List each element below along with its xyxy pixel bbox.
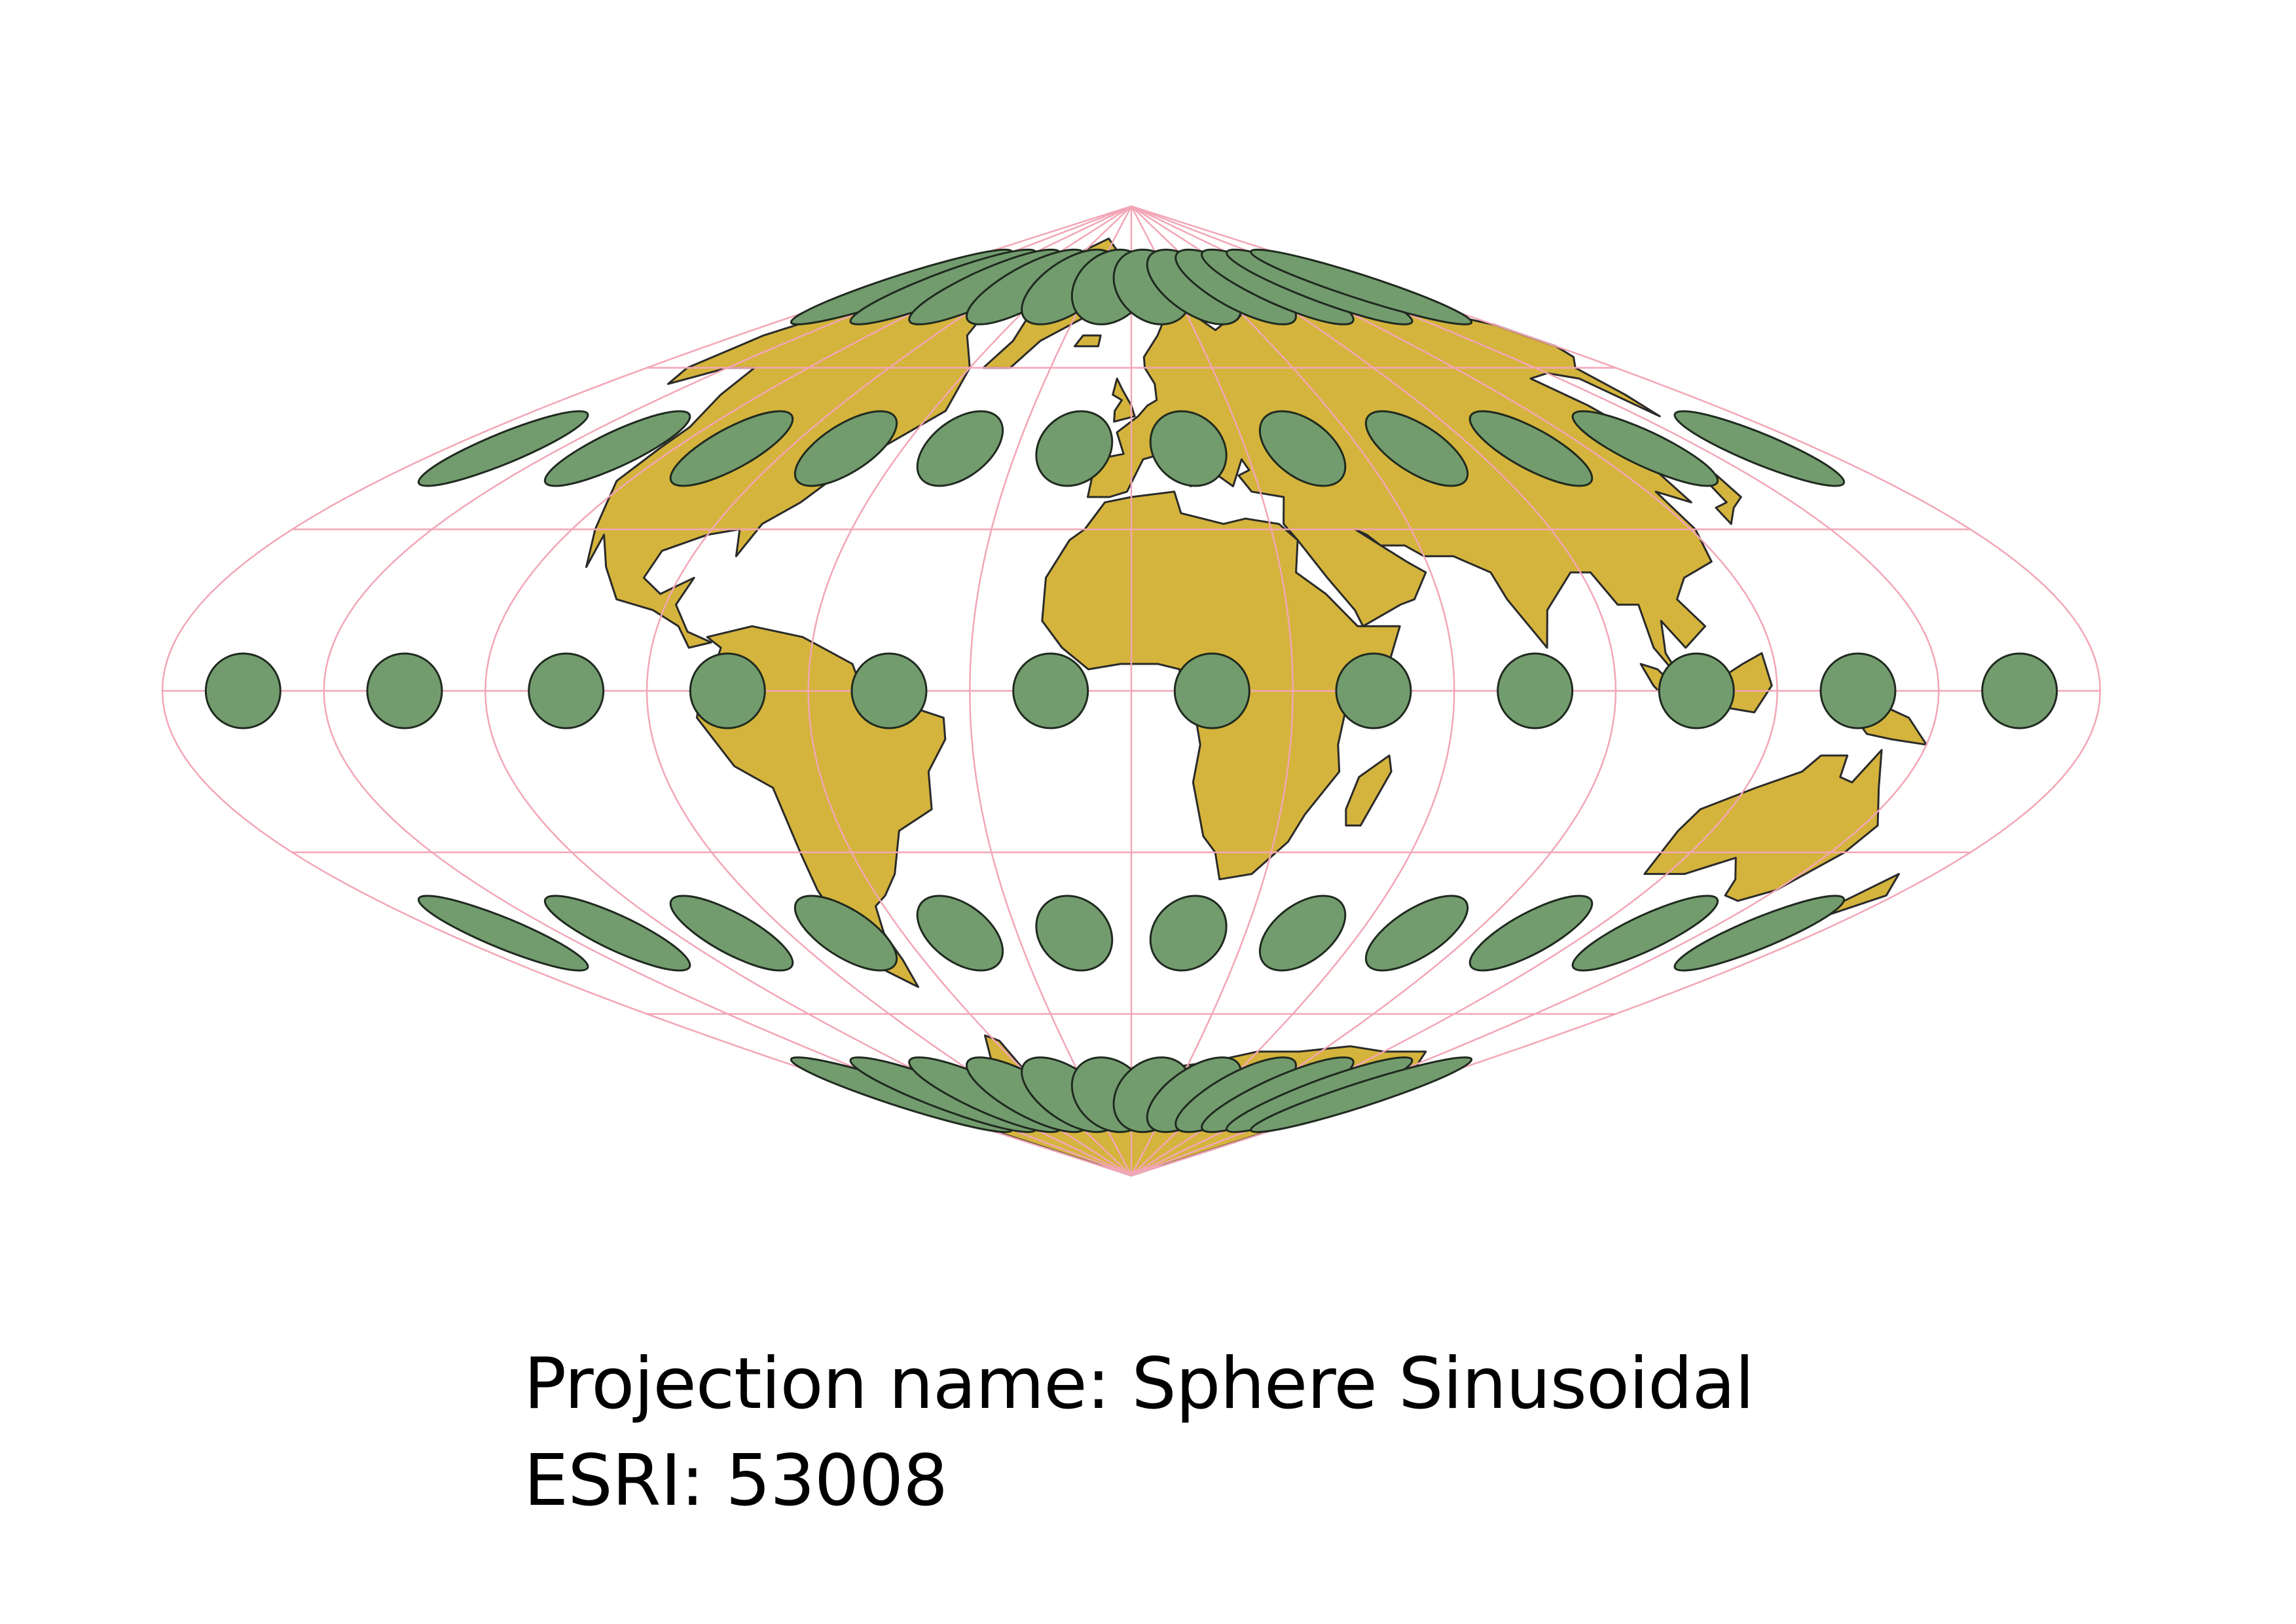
tissot-ellipse bbox=[1345, 411, 1489, 486]
tissot-ellipse bbox=[1982, 654, 2057, 728]
graticule-meridian bbox=[1131, 205, 1617, 1177]
tissot-ellipse bbox=[1220, 1058, 1503, 1132]
projection-name-label: Projection name: Sphere Sinusoidal bbox=[524, 1343, 1755, 1425]
tissot-ellipse bbox=[1245, 411, 1360, 486]
graticule-meridian bbox=[484, 205, 1132, 1177]
tissot-ellipse bbox=[1446, 411, 1617, 486]
tissot-ellipse bbox=[852, 654, 926, 728]
landmass-great-britain bbox=[1112, 377, 1136, 423]
tissot-ellipse bbox=[518, 896, 717, 970]
tissot-ellipse bbox=[690, 654, 765, 728]
tissot-ellipse bbox=[1546, 411, 1745, 486]
graticule-meridian bbox=[161, 205, 1132, 1177]
graticule-meridian bbox=[323, 205, 1132, 1177]
tissot-ellipse bbox=[390, 896, 617, 970]
tissot-ellipse bbox=[1345, 896, 1489, 970]
tissot-ellipse bbox=[1013, 654, 1088, 728]
tissot-ellipse bbox=[367, 654, 442, 728]
graticule-meridian bbox=[969, 206, 1133, 1176]
tissot-ellipse bbox=[1030, 896, 1118, 970]
tissot-ellipse bbox=[1446, 896, 1617, 970]
tissot-ellipse bbox=[774, 411, 918, 486]
tissot-ellipse bbox=[1175, 654, 1249, 728]
graticule-meridian bbox=[1131, 206, 1455, 1176]
map-caption: Projection name: Sphere Sinusoidal ESRI:… bbox=[524, 1336, 1755, 1530]
landmass-iceland bbox=[1074, 334, 1102, 348]
tissot-ellipse bbox=[1144, 411, 1233, 486]
tissot-ellipse bbox=[774, 896, 918, 970]
tissot-ellipse bbox=[390, 411, 617, 486]
tissot-ellipse bbox=[1659, 654, 1734, 728]
tissot-ellipse bbox=[1646, 896, 1872, 970]
tissot-ellipse bbox=[1220, 249, 1503, 324]
tissot-ellipse bbox=[1646, 411, 1872, 486]
tissot-ellipse bbox=[646, 411, 818, 486]
graticule-meridian bbox=[1131, 205, 2102, 1177]
tissot-ellipse bbox=[518, 411, 717, 486]
tissot-ellipse bbox=[1546, 896, 1745, 970]
graticule-meridian bbox=[1130, 206, 1294, 1176]
graticule-meridian bbox=[1131, 205, 1940, 1177]
graticule-meridian bbox=[646, 205, 1132, 1177]
tissot-ellipse bbox=[1030, 411, 1118, 486]
graticule-meridian bbox=[807, 206, 1132, 1176]
tissot-ellipse bbox=[1245, 896, 1360, 970]
tissot-ellipse bbox=[646, 896, 818, 970]
graticule-meridian bbox=[1131, 205, 1778, 1177]
tissot-indicatrices bbox=[206, 249, 2056, 1132]
tissot-ellipse bbox=[1336, 654, 1411, 728]
tissot-ellipse bbox=[902, 411, 1018, 486]
landmass-madagascar bbox=[1345, 754, 1393, 827]
graticule bbox=[161, 205, 2102, 1177]
tissot-ellipse bbox=[529, 654, 604, 728]
tissot-ellipse bbox=[902, 896, 1018, 970]
tissot-ellipse bbox=[1144, 896, 1233, 970]
tissot-ellipse bbox=[206, 654, 280, 728]
tissot-ellipse bbox=[1821, 654, 1895, 728]
landmass-australia bbox=[1643, 748, 1883, 902]
world-map bbox=[161, 205, 2102, 1177]
landmass-north-america bbox=[585, 297, 999, 649]
esri-code-label: ESRI: 53008 bbox=[524, 1440, 948, 1522]
tissot-ellipse bbox=[1498, 654, 1573, 728]
